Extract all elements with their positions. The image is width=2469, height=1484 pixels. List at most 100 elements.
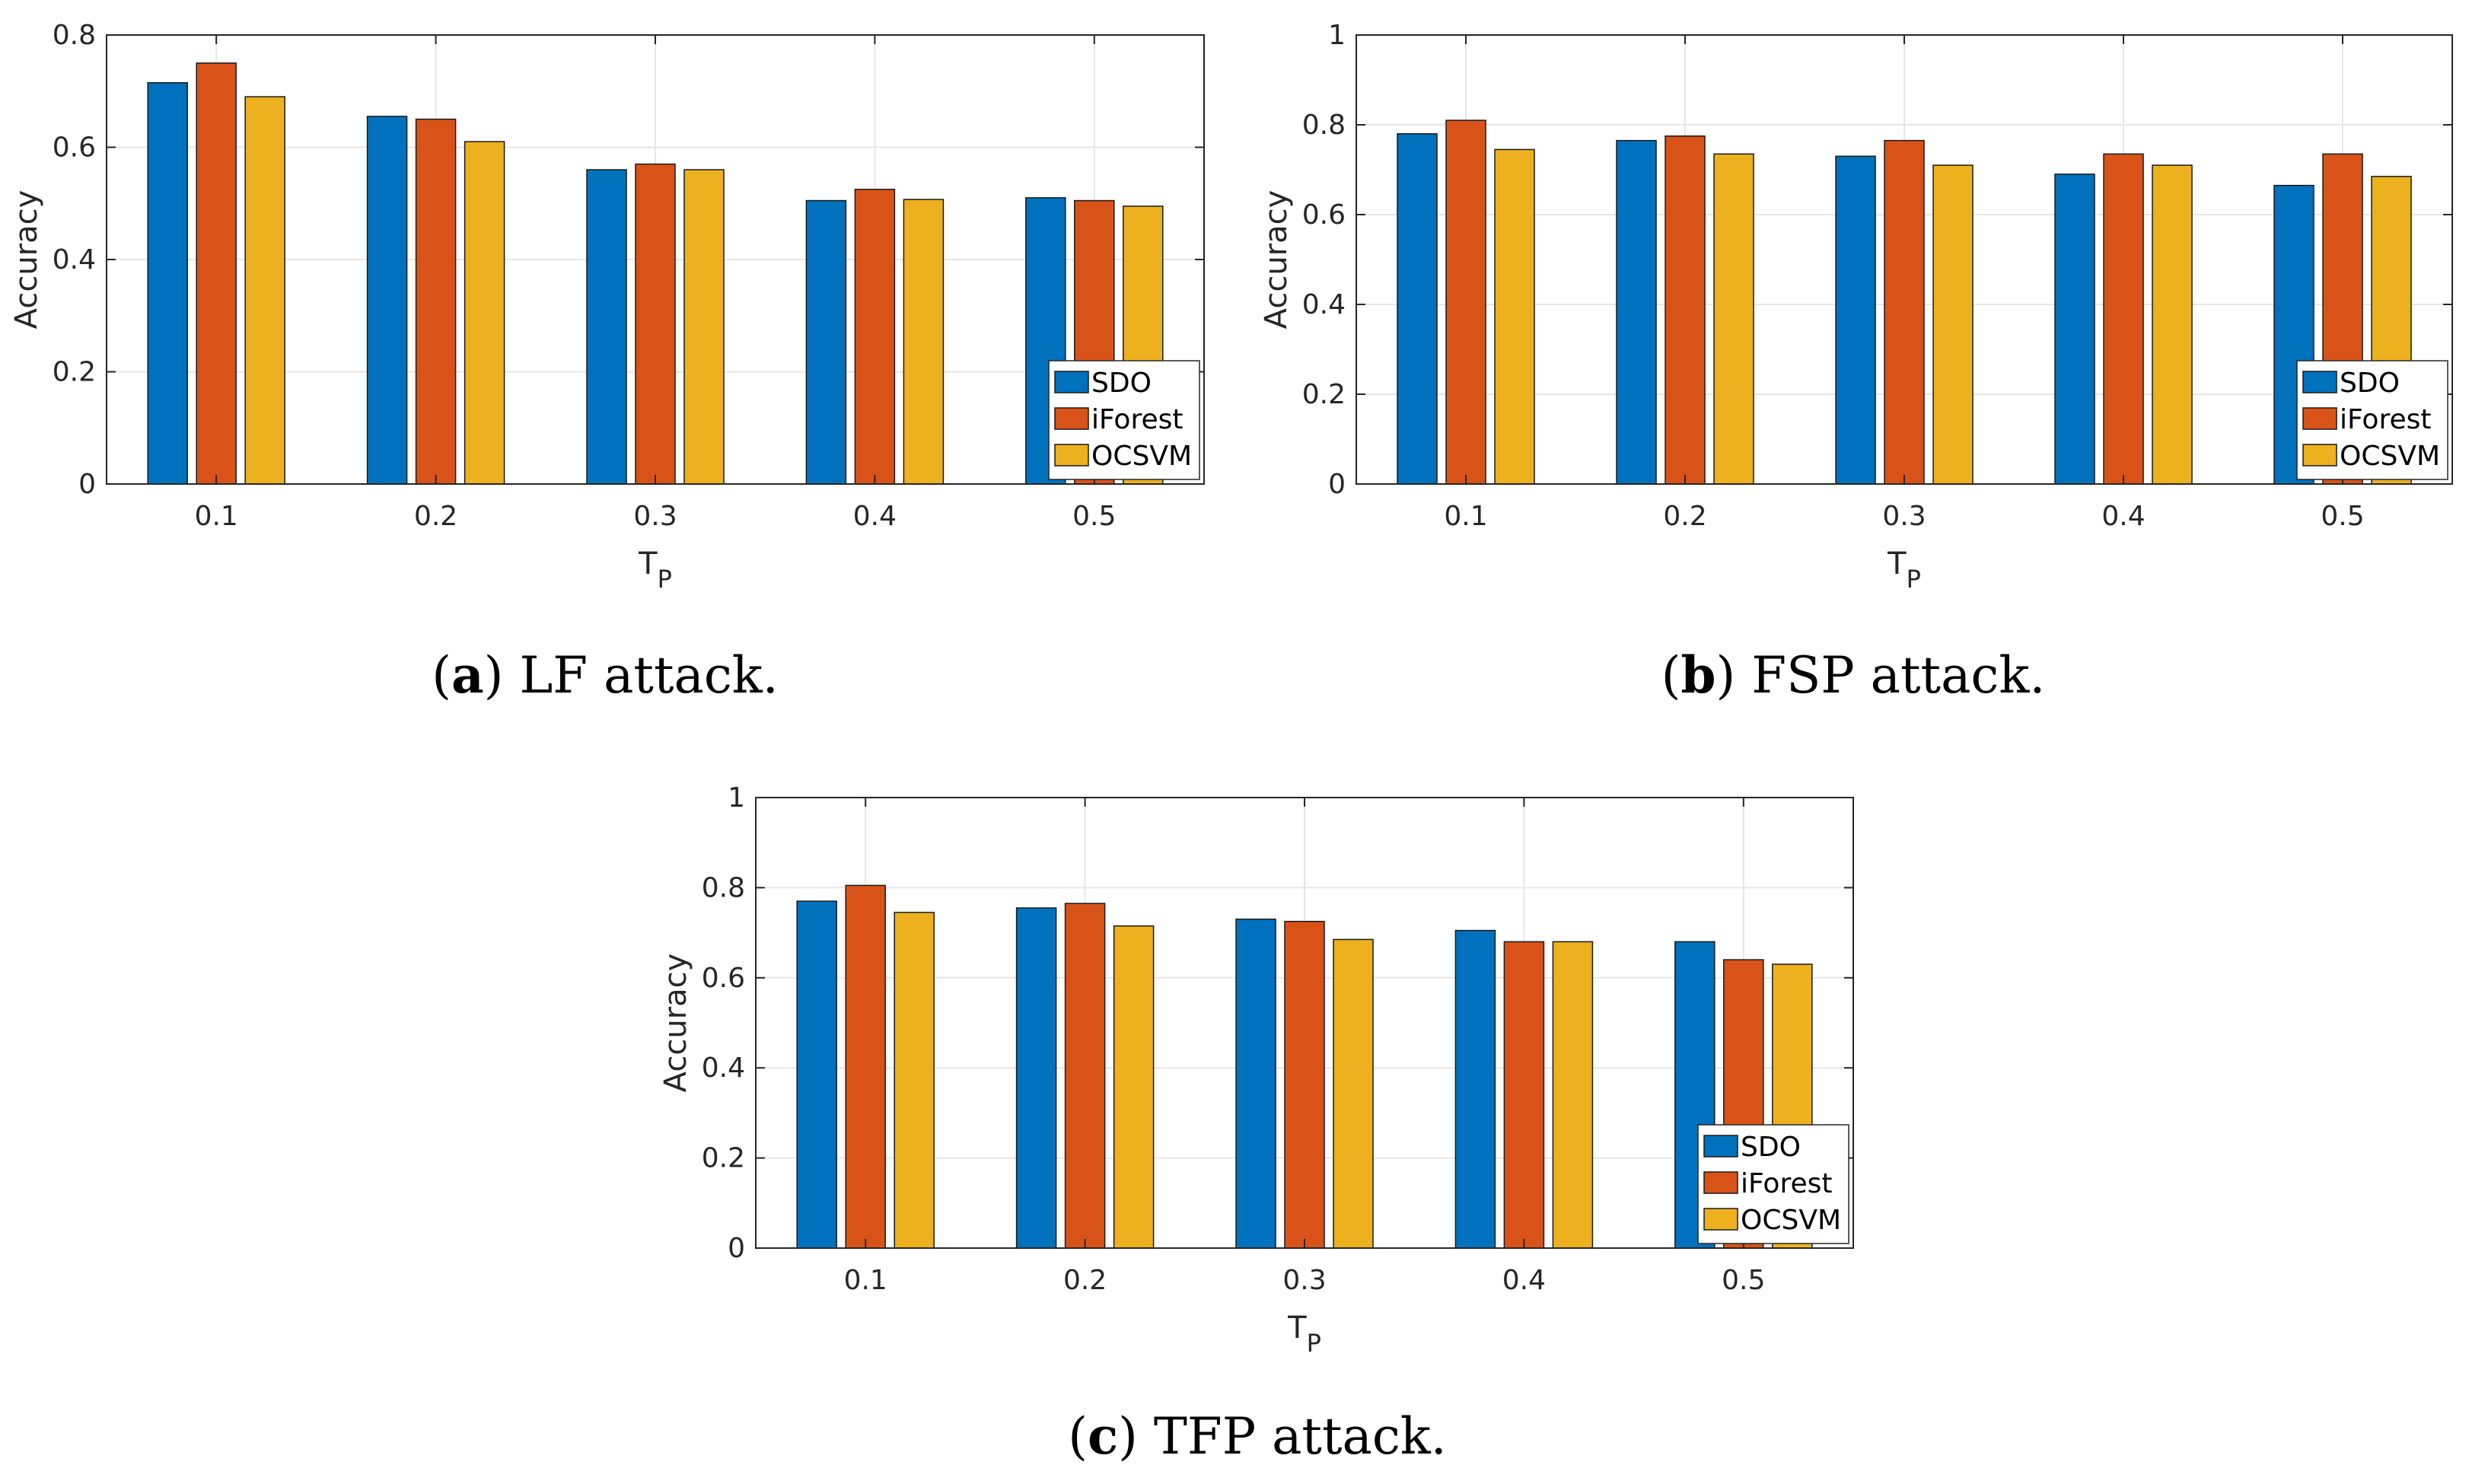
- y-tick-label: 0: [78, 469, 96, 500]
- axes-box: [755, 797, 1854, 1249]
- x-tick-label: 0.4: [853, 501, 897, 532]
- legend-label-iforest: iForest: [1091, 404, 1183, 435]
- x-axis-label: TP: [638, 546, 672, 594]
- bar-iforest-0.2: [415, 118, 457, 485]
- bar-sdo-0.2: [366, 116, 408, 485]
- legend-label-sdo: SDO: [1741, 1132, 1801, 1163]
- y-tick-label: 0.2: [702, 1143, 745, 1174]
- x-axis-label: TP: [1887, 546, 1921, 594]
- bar-ocsvm-0.3: [683, 169, 725, 485]
- bar-sdo-0.1: [147, 81, 188, 485]
- bar-iforest-0.2: [1064, 903, 1106, 1249]
- x-tick-label: 0.4: [1502, 1265, 1546, 1296]
- y-axis-label: Accuracy: [1259, 190, 1294, 330]
- x-axis-label: TP: [1287, 1310, 1321, 1358]
- y-tick-label: 0: [1328, 469, 1346, 500]
- y-axis-label: Accuracy: [658, 954, 693, 1093]
- bar-ocsvm-0.3: [1932, 164, 1974, 485]
- panel-caption: (b) FSP attack.: [1661, 645, 2046, 705]
- bar-iforest-0.3: [1284, 921, 1325, 1249]
- y-tick-label: 0.2: [53, 357, 96, 388]
- bar-iforest-0.4: [854, 189, 896, 485]
- panel-b: 0 0.2 0.4 0.6 0.8 1 0.1 0.2 0.3 0.4 0.5 Accuracy TP S…: [1259, 20, 2453, 705]
- y-tick-label: 1: [728, 782, 745, 814]
- bar-ocsvm-0.4: [2152, 164, 2193, 485]
- axes-box: [1356, 34, 2453, 485]
- legend-swatch-ocsvm: [1703, 1208, 1738, 1231]
- y-axis-label: Accuracy: [9, 190, 44, 330]
- panel-a: 0 0.2 0.4 0.6 0.8 0.1 0.2 0.3 0.4 0.5 Accuracy TP SD…: [9, 20, 1205, 705]
- bar-ocsvm-0.4: [1552, 941, 1594, 1249]
- x-tick-label: 0.3: [1282, 1265, 1326, 1296]
- bar-sdo-0.2: [1015, 907, 1057, 1249]
- bar-iforest-0.1: [845, 884, 886, 1249]
- y-tick-label: 0.8: [1302, 110, 1346, 141]
- y-tick-label: 0: [728, 1233, 745, 1264]
- bar-sdo-0.4: [1454, 929, 1496, 1249]
- bar-ocsvm-0.2: [1113, 925, 1155, 1249]
- x-tick-label: 0.5: [1722, 1265, 1765, 1296]
- bar-iforest-0.1: [1445, 119, 1486, 485]
- x-tick-label: 0.3: [633, 501, 677, 532]
- x-tick-label: 0.2: [414, 501, 457, 532]
- legend-label-ocsvm: OCSVM: [1741, 1205, 1841, 1236]
- legend: SDO iForest OCSVM: [1048, 360, 1200, 480]
- legend-swatch-iforest: [1703, 1171, 1738, 1194]
- y-tick-label: 0.6: [702, 963, 745, 994]
- bar-ocsvm-0.4: [903, 199, 945, 485]
- legend-label-sdo: SDO: [1091, 368, 1152, 399]
- x-tick-label: 0.4: [2101, 501, 2145, 532]
- legend-label-iforest: iForest: [1741, 1168, 1832, 1199]
- bar-iforest-0.4: [1503, 941, 1545, 1249]
- legend-swatch-iforest: [1054, 407, 1089, 430]
- legend-label-ocsvm: OCSVM: [1091, 441, 1192, 472]
- y-tick-label: 0.8: [702, 872, 745, 903]
- bar-sdo-0.3: [1235, 919, 1276, 1249]
- panel-caption: (a) LF attack.: [432, 645, 779, 705]
- y-tick-label: 0.8: [53, 20, 96, 51]
- bar-ocsvm-0.1: [244, 96, 285, 485]
- bar-ocsvm-0.2: [464, 141, 505, 485]
- bar-ocsvm-0.3: [1333, 938, 1374, 1249]
- y-tick-label: 0.4: [53, 244, 96, 275]
- legend-swatch-ocsvm: [2302, 444, 2337, 467]
- legend-label-iforest: iForest: [2340, 404, 2431, 435]
- bar-sdo-0.1: [1397, 133, 1438, 485]
- bar-sdo-0.1: [796, 900, 837, 1249]
- bar-iforest-0.2: [1665, 135, 1706, 485]
- x-tick-label: 0.1: [1444, 501, 1487, 532]
- bar-ocsvm-0.1: [1494, 148, 1535, 485]
- bar-sdo-0.2: [1616, 139, 1657, 485]
- legend: SDO iForest OCSVM: [2296, 360, 2448, 480]
- x-tick-label: 0.1: [844, 1265, 887, 1296]
- x-tick-label: 0.5: [1072, 501, 1116, 532]
- legend-swatch-ocsvm: [1054, 444, 1089, 467]
- bar-iforest-0.1: [196, 62, 237, 485]
- x-tick-label: 0.2: [1663, 501, 1706, 532]
- bar-iforest-0.3: [1884, 139, 1925, 485]
- legend-swatch-iforest: [2302, 407, 2337, 430]
- legend-label-sdo: SDO: [2340, 368, 2400, 399]
- x-tick-label: 0.3: [1882, 501, 1926, 532]
- panel-c: 0 0.2 0.4 0.6 0.8 1 0.1 0.2 0.3 0.4 0.5 Accuracy TP S…: [658, 782, 1854, 1466]
- x-tick-label: 0.2: [1063, 1265, 1107, 1296]
- bar-ocsvm-0.1: [894, 912, 935, 1249]
- y-tick-label: 0.4: [702, 1052, 745, 1084]
- y-tick-label: 0.6: [1302, 199, 1346, 231]
- bar-sdo-0.4: [805, 199, 847, 485]
- bar-ocsvm-0.2: [1713, 153, 1754, 485]
- y-tick-label: 0.6: [53, 132, 96, 164]
- x-tick-label: 0.1: [195, 501, 238, 532]
- legend: SDO iForest OCSVM: [1697, 1124, 1849, 1244]
- bar-sdo-0.3: [1835, 155, 1876, 485]
- legend-label-ocsvm: OCSVM: [2340, 441, 2440, 472]
- bar-sdo-0.4: [2054, 174, 2095, 485]
- bar-iforest-0.4: [2103, 153, 2144, 485]
- axes-box: [106, 34, 1205, 485]
- legend-swatch-sdo: [1054, 371, 1089, 393]
- legend-swatch-sdo: [1703, 1135, 1738, 1158]
- bar-iforest-0.3: [635, 163, 676, 485]
- panel-caption: (c) TFP attack.: [1068, 1406, 1447, 1466]
- x-tick-label: 0.5: [2321, 501, 2364, 532]
